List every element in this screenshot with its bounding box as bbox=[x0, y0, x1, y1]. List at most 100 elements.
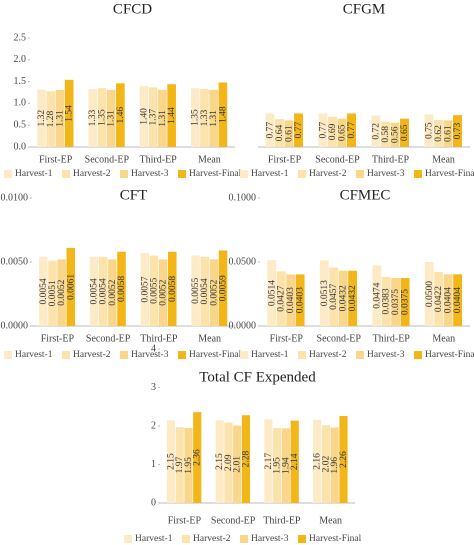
legend-swatch bbox=[298, 170, 306, 178]
value-label: 0.75 bbox=[424, 122, 434, 139]
bar bbox=[443, 274, 453, 326]
value-label: 0.62 bbox=[434, 125, 444, 142]
value-label: 1.31 bbox=[55, 110, 65, 127]
legend-swatch bbox=[178, 170, 186, 178]
value-label: 0.77 bbox=[347, 122, 357, 139]
value-label: 1.54 bbox=[65, 105, 75, 122]
legend-label: Harvest-1 bbox=[15, 350, 53, 360]
y-tick-label: 0.0 bbox=[14, 141, 27, 152]
x-tick-label: First-EP bbox=[39, 154, 73, 165]
bar bbox=[390, 122, 400, 147]
legend-label: Harvest-1 bbox=[251, 169, 289, 179]
value-label: 1.33 bbox=[200, 109, 210, 126]
value-label: 2.15 bbox=[215, 453, 225, 470]
value-label: 0.0052 bbox=[159, 279, 169, 305]
bar bbox=[453, 115, 462, 147]
value-label: 0.0052 bbox=[57, 279, 67, 305]
bar bbox=[443, 120, 453, 147]
bar bbox=[209, 89, 218, 147]
value-label: 0.65 bbox=[400, 124, 410, 141]
bar bbox=[339, 415, 348, 503]
bar bbox=[218, 82, 228, 147]
value-label: 2.16 bbox=[313, 453, 323, 470]
legend-swatch bbox=[62, 170, 70, 178]
x-tick-label: First-EP bbox=[41, 333, 75, 344]
value-label: 1.35 bbox=[191, 109, 201, 126]
value-label: 0.0422 bbox=[434, 286, 444, 312]
legend-swatch bbox=[298, 351, 306, 359]
value-label: 0.0059 bbox=[219, 275, 229, 301]
y-tick-label: 0.0050 bbox=[1, 256, 29, 267]
value-label: 2.15 bbox=[166, 453, 176, 470]
bar bbox=[57, 259, 66, 326]
bar bbox=[64, 79, 74, 147]
bar bbox=[400, 118, 409, 147]
y-tick-label: 1.5 bbox=[14, 76, 27, 87]
value-label: 0.0055 bbox=[191, 277, 201, 303]
value-label: 0.0375 bbox=[401, 289, 411, 315]
x-tick-label: Third-EP bbox=[372, 154, 410, 165]
x-tick-label: Second-EP bbox=[317, 333, 362, 344]
bar bbox=[381, 276, 391, 326]
value-label: 0.0375 bbox=[391, 289, 401, 315]
value-label: 1.96 bbox=[330, 457, 340, 474]
legend-label: Harvest-Final bbox=[189, 350, 242, 360]
value-label: 0.65 bbox=[337, 124, 347, 141]
value-label: 2.09 bbox=[224, 454, 234, 471]
bar bbox=[193, 412, 202, 503]
x-tick-label: Second-EP bbox=[85, 154, 130, 165]
legend-swatch bbox=[124, 535, 132, 543]
x-tick-label: Mean bbox=[432, 154, 455, 165]
chart-title: CFGM bbox=[343, 1, 386, 17]
legend-swatch bbox=[298, 535, 306, 543]
x-tick-label: Third-EP bbox=[373, 333, 411, 344]
value-label: 0.0432 bbox=[348, 285, 358, 311]
legend-label: Harvest-3 bbox=[251, 534, 289, 544]
bar bbox=[265, 113, 275, 147]
value-label: 2.26 bbox=[339, 451, 349, 468]
value-label: 1.44 bbox=[167, 107, 177, 124]
bar bbox=[348, 270, 358, 326]
legend-swatch bbox=[62, 351, 70, 359]
legend-swatch bbox=[414, 170, 422, 178]
x-tick-label: First-EP bbox=[270, 333, 304, 344]
value-label: 2.17 bbox=[264, 453, 274, 470]
bar bbox=[327, 116, 337, 147]
value-label: 0.77 bbox=[265, 122, 275, 139]
chart-title: CFMEC bbox=[340, 187, 391, 203]
bar bbox=[337, 118, 347, 147]
legend-label: Harvest-2 bbox=[193, 534, 231, 544]
legend-label: Harvest-3 bbox=[131, 350, 169, 360]
bar bbox=[139, 85, 149, 147]
value-label: 0.77 bbox=[294, 122, 304, 139]
legend-swatch bbox=[240, 170, 248, 178]
bar bbox=[273, 427, 282, 503]
y-tick-label: 0.1000 bbox=[229, 192, 257, 203]
chart-title: CFT bbox=[120, 187, 148, 203]
legend-label: Harvest-Final bbox=[425, 350, 474, 360]
bar bbox=[224, 422, 233, 503]
value-label: 0.0052 bbox=[108, 279, 118, 305]
value-label: 2.14 bbox=[290, 453, 300, 470]
value-label: 1.33 bbox=[88, 109, 98, 126]
bar bbox=[149, 255, 159, 326]
y-tick-label: 0.0000 bbox=[1, 320, 29, 331]
x-tick-label: Mean bbox=[198, 154, 221, 165]
bar bbox=[117, 251, 126, 326]
bar bbox=[37, 89, 46, 147]
bar bbox=[215, 420, 224, 503]
bar bbox=[39, 256, 48, 326]
value-label: 0.0052 bbox=[209, 279, 219, 305]
legend-swatch bbox=[240, 351, 248, 359]
bar bbox=[168, 251, 177, 326]
legend-label: Harvest-2 bbox=[73, 169, 111, 179]
bar bbox=[55, 89, 65, 147]
legend-swatch bbox=[356, 170, 364, 178]
legend-label: Harvest-1 bbox=[135, 534, 173, 544]
value-label: 0.0055 bbox=[149, 277, 159, 303]
value-label: 0.0457 bbox=[329, 283, 339, 309]
value-label: 0.0514 bbox=[267, 280, 277, 306]
value-label: 1.48 bbox=[218, 106, 228, 123]
x-tick-label: Mean bbox=[432, 333, 455, 344]
bar bbox=[276, 271, 286, 326]
